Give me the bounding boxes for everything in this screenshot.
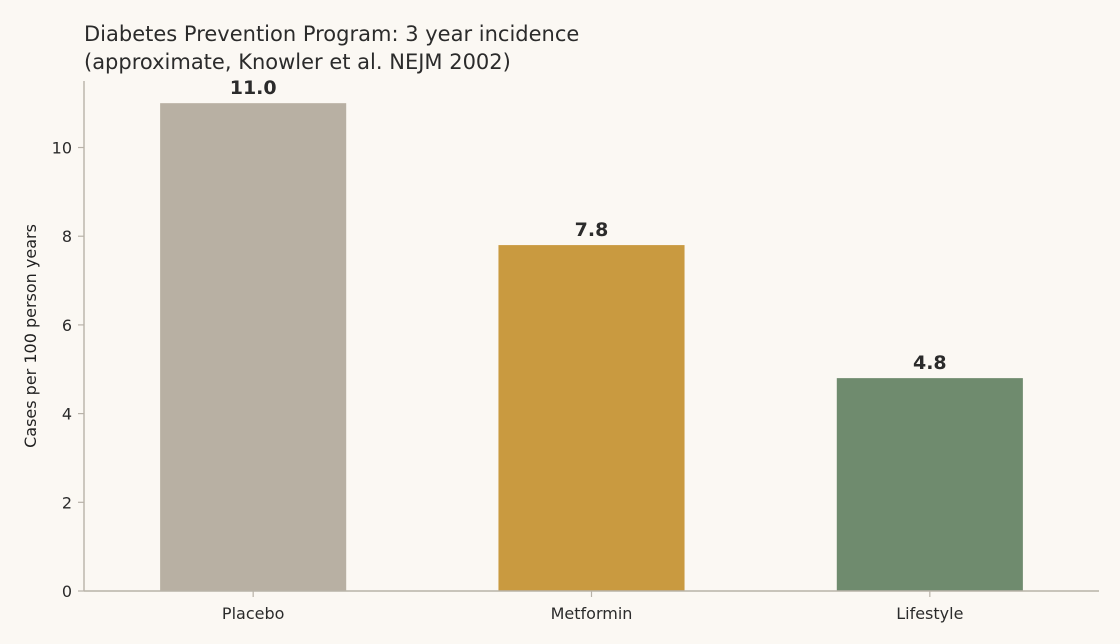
y-axis-ticks: 0 2 4 6 8 10	[52, 139, 84, 601]
x-tick-label-metformin: Metformin	[551, 604, 633, 623]
y-axis-label: Cases per 100 person years	[21, 224, 40, 448]
bars	[160, 103, 1023, 591]
x-tick-label-placebo: Placebo	[222, 604, 284, 623]
y-tick-label-2: 2	[62, 493, 72, 512]
y-tick-label-6: 6	[62, 316, 72, 335]
y-tick-label-0: 0	[62, 582, 72, 601]
y-tick-label-4: 4	[62, 405, 72, 424]
bar-metformin	[498, 245, 685, 591]
x-tick-label-lifestyle: Lifestyle	[896, 604, 963, 623]
data-label-lifestyle: 4.8	[913, 352, 947, 374]
x-axis-ticks: Placebo Metformin Lifestyle	[222, 591, 963, 623]
data-labels: 11.0 7.8 4.8	[230, 77, 947, 374]
data-label-metformin: 7.8	[575, 219, 609, 241]
chart-title-line-2: (approximate, Knowler et al. NEJM 2002)	[84, 50, 511, 74]
data-label-placebo: 11.0	[230, 77, 277, 99]
bar-lifestyle	[836, 378, 1023, 591]
chart-title-line-1: Diabetes Prevention Program: 3 year inci…	[84, 22, 579, 46]
y-tick-label-10: 10	[52, 139, 72, 158]
y-tick-label-8: 8	[62, 227, 72, 246]
bar-placebo	[160, 103, 347, 591]
